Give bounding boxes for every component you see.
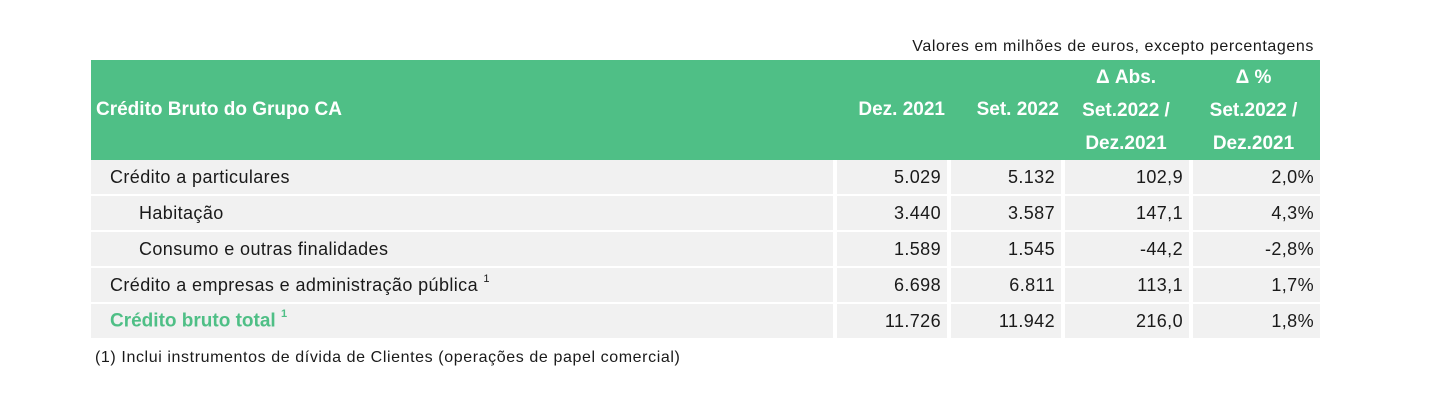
cell-set-2022: 1.545 [951,232,1065,268]
header-delta-pct-line3: Dez.2021 [1212,132,1295,154]
header-delta-abs: Δ Abs. Set.2022 / Dez.2021 [1065,60,1193,160]
cell-set-2022: 11.942 [951,304,1065,340]
row-label-cell: Crédito bruto total 1 [91,304,837,340]
header-delta-pct: Δ % Set.2022 / Dez.2021 [1193,60,1320,160]
header-delta-abs-line3: Dez.2021 [1085,132,1167,154]
cell-set-2022: 3.587 [951,196,1065,232]
table-row: Habitação 3.440 3.587 147,1 4,3% [91,196,1320,232]
row-label: Habitação [91,196,837,232]
row-label-cell: Crédito a empresas e administração públi… [91,268,837,304]
cell-delta-pct: 4,3% [1193,196,1320,232]
header-row: Crédito Bruto do Grupo CA Dez. 2021 Set.… [91,60,1320,160]
cell-delta-pct: 2,0% [1193,160,1320,196]
cell-dez-2021: 6.698 [837,268,951,304]
row-label: Crédito a empresas e administração públi… [110,274,478,295]
table-row: Crédito a particulares 5.029 5.132 102,9… [91,160,1320,196]
header-delta-abs-line1: Δ Abs. [1095,66,1157,88]
credit-table: Crédito Bruto do Grupo CA Dez. 2021 Set.… [91,60,1320,340]
total-label: Crédito bruto total [110,310,276,332]
units-note: Valores em milhões de euros, excepto per… [912,38,1314,55]
table-row: Consumo e outras finalidades 1.589 1.545… [91,232,1320,268]
header-label: Crédito Bruto do Grupo CA [91,60,837,160]
cell-dez-2021: 11.726 [837,304,951,340]
cell-delta-pct: 1,7% [1193,268,1320,304]
cell-delta-pct: -2,8% [1193,232,1320,268]
cell-dez-2021: 3.440 [837,196,951,232]
cell-dez-2021: 5.029 [837,160,951,196]
cell-delta-abs: 147,1 [1065,196,1193,232]
cell-delta-pct: 1,8% [1193,304,1320,340]
row-label: Crédito a particulares [91,160,837,196]
cell-delta-abs: 102,9 [1065,160,1193,196]
row-label: Consumo e outras finalidades [91,232,837,268]
footnote-marker: 1 [280,307,288,320]
total-row: Crédito bruto total 1 11.726 11.942 216,… [91,304,1320,340]
header-delta-pct-line2: Set.2022 / [1209,99,1298,121]
header-set-2022: Set. 2022 [951,60,1065,160]
table-row: Crédito a empresas e administração públi… [91,268,1320,304]
cell-delta-abs: -44,2 [1065,232,1193,268]
cell-delta-abs: 216,0 [1065,304,1193,340]
cell-delta-abs: 113,1 [1065,268,1193,304]
cell-dez-2021: 1.589 [837,232,951,268]
cell-set-2022: 5.132 [951,160,1065,196]
header-dez-2021: Dez. 2021 [837,60,951,160]
cell-set-2022: 6.811 [951,268,1065,304]
header-delta-pct-line1: Δ % [1235,66,1272,88]
header-delta-abs-line2: Set.2022 / [1082,99,1170,121]
footnote: (1) Inclui instrumentos de dívida de Cli… [95,349,681,366]
footnote-marker: 1 [483,272,490,285]
